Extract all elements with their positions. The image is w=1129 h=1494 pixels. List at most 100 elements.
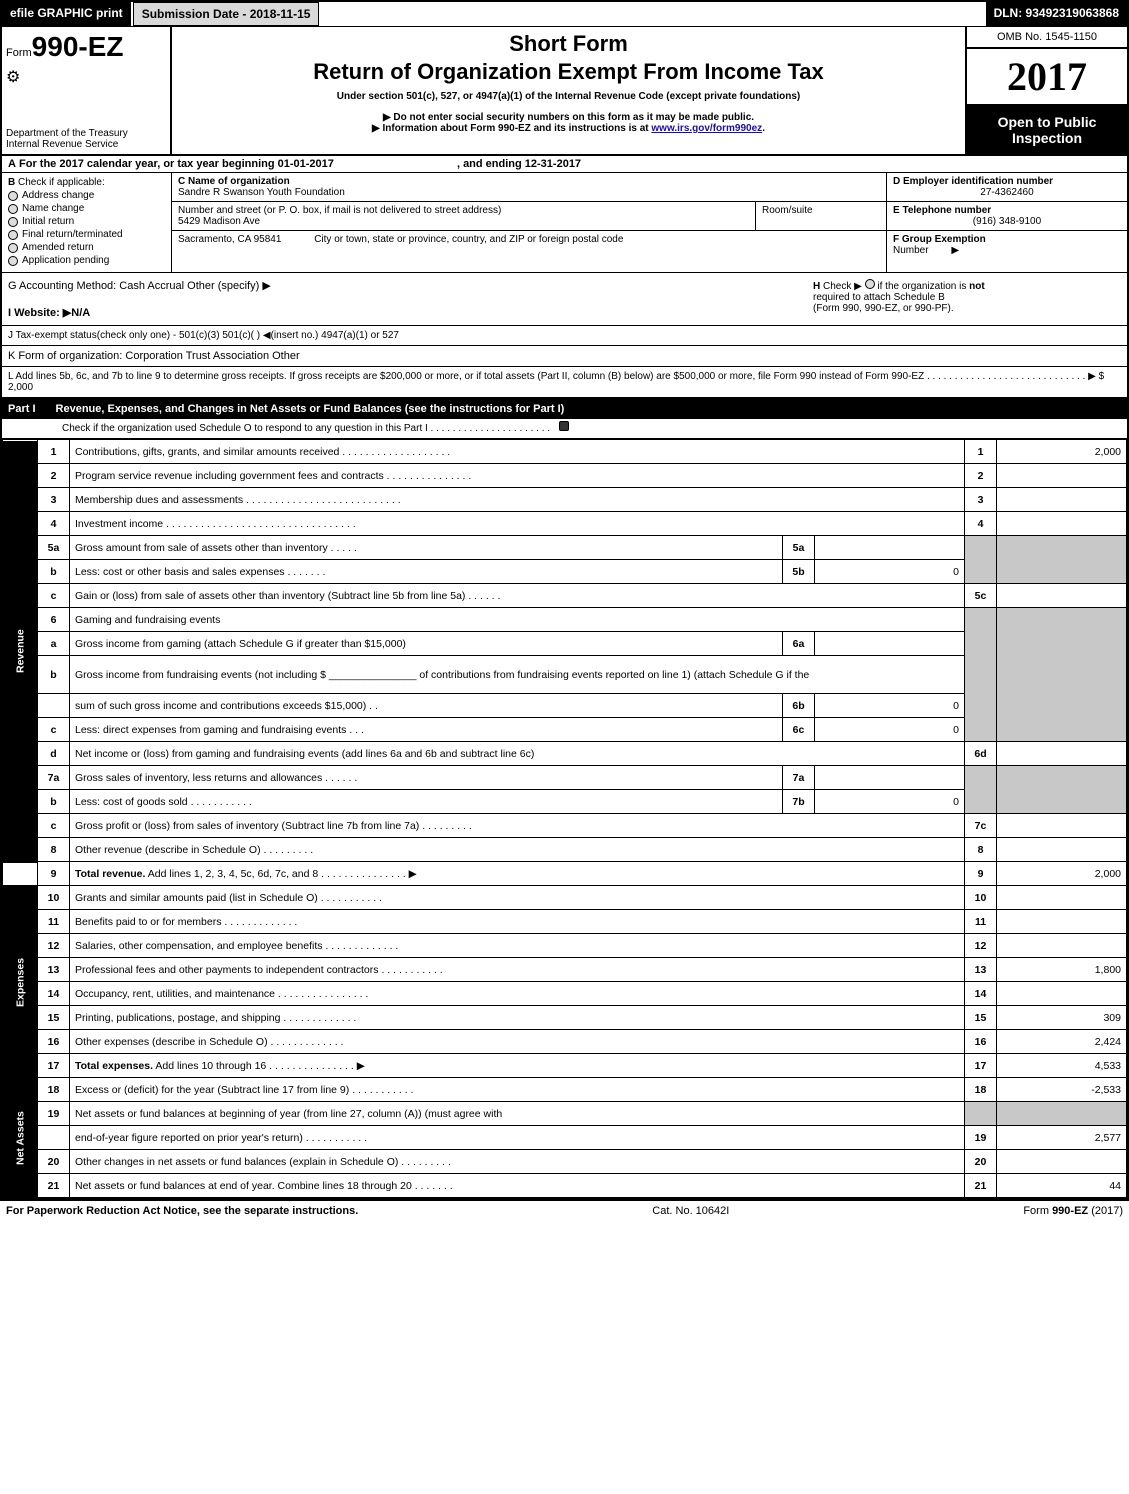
line-num-7a: 7a [38,766,70,790]
line-box-17: 17 [965,1054,997,1078]
row-h: H Check ▶ if the organization is not req… [807,273,1127,325]
org-name-row: C Name of organization Sandre R Swanson … [172,173,886,202]
header-left: Form990-EZ ⚙ Department of the Treasury … [2,27,172,154]
info-link[interactable]: www.irs.gov/form990ez [651,123,762,134]
footer-left: For Paperwork Reduction Act Notice, see … [6,1205,358,1217]
grey-7 [965,766,997,814]
line-desc-6a: Gross income from gaming (attach Schedul… [70,632,783,656]
checkbox-amended-return[interactable] [8,243,18,253]
info-line: ▶ Information about Form 990-EZ and its … [180,123,957,134]
sub-val-5b: 0 [815,560,965,584]
line-box-16: 16 [965,1030,997,1054]
line-num-6b2 [38,694,70,718]
checkbox-name-change[interactable] [8,204,18,214]
line-num-6b: b [38,656,70,694]
lines-table: Revenue 1 Contributions, gifts, grants, … [2,439,1127,1198]
sub-val-7a [815,766,965,790]
line-num-1: 1 [38,440,70,464]
line-num-17: 17 [38,1054,70,1078]
line-num-2: 2 [38,464,70,488]
line-box-2: 2 [965,464,997,488]
under-section: Under section 501(c), 527, or 4947(a)(1)… [180,91,957,102]
efile-print-button[interactable]: efile GRAPHIC print [2,2,133,26]
part1-label: Part I [8,403,36,415]
open-to-public: Open to Public Inspection [967,106,1127,154]
chk-name-change: Name change [22,203,84,214]
line-num-3: 3 [38,488,70,512]
checkbox-application-pending[interactable] [8,256,18,266]
line-num-5c: c [38,584,70,608]
line-desc-6c: Less: direct expenses from gaming and fu… [70,718,783,742]
col-b-label: B [8,177,15,188]
line-a-text: For the 2017 calendar year, or tax year … [19,158,334,170]
side-tab-expenses: Expenses [3,886,38,1078]
line-val-4 [997,512,1127,536]
sub-num-5a: 5a [783,536,815,560]
line-num-11: 11 [38,910,70,934]
phone-row: E Telephone number (916) 348-9100 [887,202,1127,231]
line-num-16: 16 [38,1030,70,1054]
side-tab-revenue: Revenue [3,440,38,862]
sub-val-6b: 0 [815,694,965,718]
info-prefix: ▶ Information about Form 990-EZ and its … [372,123,651,134]
line-box-21: 21 [965,1174,997,1198]
street-label: Number and street (or P. O. box, if mail… [178,205,749,216]
f-label: F Group Exemption [893,234,986,245]
room-cell: Room/suite [756,202,886,230]
chk-final-return: Final return/terminated [22,229,123,240]
footer: For Paperwork Reduction Act Notice, see … [0,1200,1129,1221]
city-row: Sacramento, CA 95841 City or town, state… [172,231,886,272]
line-desc-19: Net assets or fund balances at beginning… [70,1102,965,1126]
line-box-13: 13 [965,958,997,982]
grey-6-val [997,608,1127,742]
line-num-6a: a [38,632,70,656]
treasury-seal-icon: ⚙ [6,67,166,87]
sub-val-6c: 0 [815,718,965,742]
row-h-2: required to attach Schedule B [813,292,1121,303]
footer-right: Form 990-EZ (2017) [1023,1205,1123,1217]
line-box-11: 11 [965,910,997,934]
line-desc-6: Gaming and fundraising events [70,608,965,632]
line-box-7c: 7c [965,814,997,838]
line-num-5b: b [38,560,70,584]
line-desc-14: Occupancy, rent, utilities, and maintena… [70,982,965,1006]
checkbox-schedule-o[interactable] [559,421,569,431]
line-val-11 [997,910,1127,934]
line-box-5c: 5c [965,584,997,608]
footer-mid: Cat. No. 10642I [652,1205,729,1217]
sub-val-6a [815,632,965,656]
room-label: Room/suite [762,205,880,216]
line-val-13: 1,800 [997,958,1127,982]
line-num-7c: c [38,814,70,838]
line-box-15: 15 [965,1006,997,1030]
chk-initial-return: Initial return [22,216,74,227]
f-arrow: ▶ [951,245,959,256]
checkbox-address-change[interactable] [8,191,18,201]
part1-header: Part I Revenue, Expenses, and Changes in… [2,399,1127,419]
dept-treasury: Department of the Treasury [6,128,166,139]
col-def: D Employer identification number 27-4362… [887,173,1127,272]
grey-19-val [997,1102,1127,1126]
line-val-17: 4,533 [997,1054,1127,1078]
line-val-3 [997,488,1127,512]
city-label: City or town, state or province, country… [314,234,623,245]
check-if-applicable: Check if applicable: [18,177,105,188]
line-box-8: 8 [965,838,997,862]
line-num-8: 8 [38,838,70,862]
line-num-20: 20 [38,1150,70,1174]
accounting-method: G Accounting Method: Cash Accrual Other … [8,279,801,292]
checkbox-final-return[interactable] [8,230,18,240]
line-val-10 [997,886,1127,910]
line-box-9: 9 [965,862,997,886]
line-desc-6b2: sum of such gross income and contributio… [70,694,783,718]
line-box-10: 10 [965,886,997,910]
city-value: Sacramento, CA 95841 [178,234,281,245]
omb-number: OMB No. 1545-1150 [967,27,1127,49]
checkbox-initial-return[interactable] [8,217,18,227]
checkbox-schedule-b[interactable] [865,279,875,289]
d-label: D Employer identification number [893,176,1121,187]
line-num-18: 18 [38,1078,70,1102]
return-title: Return of Organization Exempt From Incom… [180,59,957,85]
form-number-text: 990-EZ [32,31,124,62]
sub-num-6b: 6b [783,694,815,718]
